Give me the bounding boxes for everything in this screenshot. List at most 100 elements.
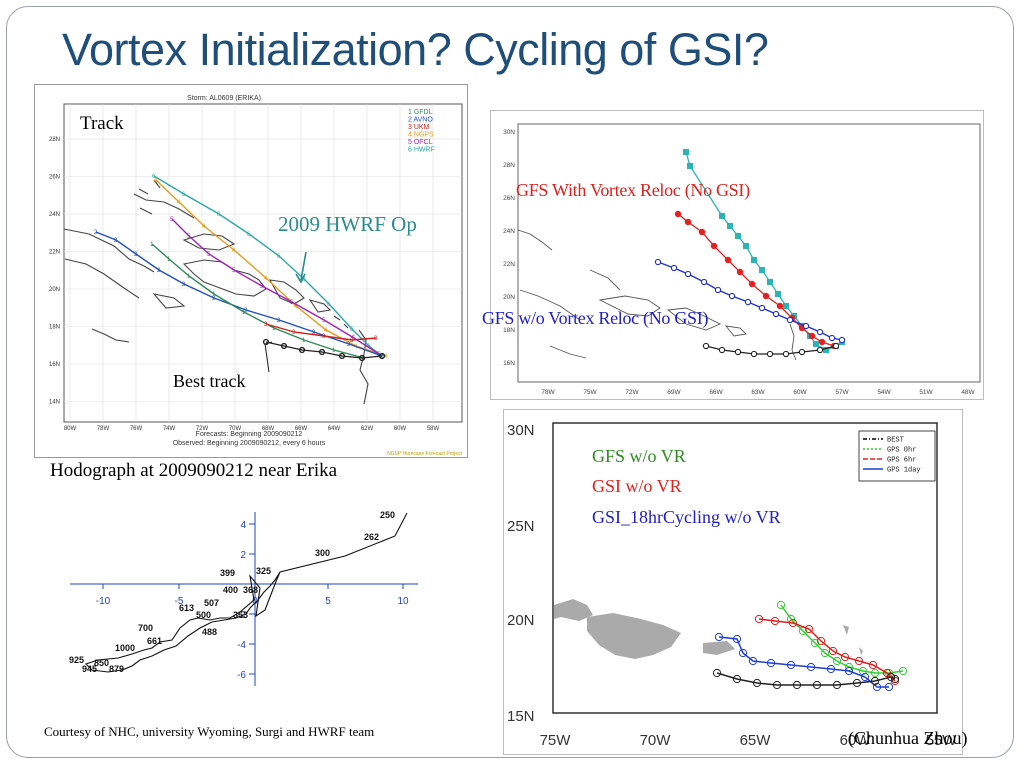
- gsi-black-track-marker: [870, 676, 880, 686]
- gfs-cyan-track-marker: [683, 149, 689, 155]
- hodo-x-tick: -10: [96, 596, 111, 607]
- track-point-marker: 1: [150, 242, 154, 248]
- hodo-pressure-label: 613: [179, 603, 194, 613]
- gfs-blue-track-marker: [802, 322, 810, 330]
- hodo-x-tick: 0: [252, 596, 258, 607]
- track-point-marker: 3: [350, 338, 354, 344]
- track-point-marker: 1: [302, 338, 306, 344]
- gfs-red-track-marker: [818, 338, 826, 346]
- gfs-cyan-track-marker: [743, 243, 749, 249]
- gfs-x-tick: 57W: [835, 389, 849, 396]
- gfs-red-track-marker: [710, 242, 718, 250]
- track-x-tick: 60W: [394, 426, 407, 432]
- gsi-green-track-line: [780, 604, 904, 674]
- gsi-green-track-marker: [858, 666, 868, 676]
- gfs-y-tick: 18N: [503, 327, 515, 334]
- gfs-x-tick: 48W: [961, 389, 975, 396]
- hodo-pressure-label: 1000: [115, 643, 135, 653]
- track-point-marker: 4: [202, 224, 206, 230]
- best-track-line: [265, 341, 383, 359]
- hodo-x-tick: -5: [175, 596, 184, 607]
- gfs-no-vortex-reloc-label: GFS w/o Vortex Reloc (No GSI): [482, 308, 709, 328]
- gfs-cyan-track-marker: [759, 267, 765, 273]
- gfs-black-track-marker: [702, 342, 710, 350]
- best-track-marker: [262, 338, 270, 346]
- hodo-pressure-label: 925: [69, 655, 84, 665]
- gsi-red-track-marker: [868, 660, 878, 670]
- track-point-marker: 5: [322, 318, 326, 324]
- gfs-blue-track-marker: [828, 334, 836, 342]
- gfs-cyan-track-marker: [823, 347, 829, 353]
- gsi-blue-track-marker: [844, 666, 854, 676]
- gsi-x-tick: 60W: [840, 732, 872, 749]
- gfs-cyan-track-marker: [767, 279, 773, 285]
- gfs-red-track-marker: [776, 302, 784, 310]
- gsi-legend-label: GPS 6hr: [887, 457, 916, 465]
- gsi-green-track-marker: [898, 666, 908, 676]
- gsi-red-track-marker: [754, 614, 764, 624]
- gfs-red-track-marker: [674, 210, 682, 218]
- hodo-pressure-label: 300: [315, 548, 330, 558]
- gsi-label-red: GSI w/o VR: [592, 476, 682, 496]
- gsi-x-tick: 55W: [926, 732, 958, 749]
- track-point-marker: 3: [264, 322, 268, 328]
- gfs-blue-track-marker: [670, 264, 678, 272]
- track-x-tick: 62W: [361, 426, 374, 432]
- gsi-black-track-marker: [712, 668, 722, 678]
- gsi-red-track-line: [758, 618, 896, 682]
- hodograph-panel: -10 -5 0 5 10 4 2 -2 -4 -6 250 262 300 325 399 400 368 5…: [60, 500, 430, 690]
- track-point-marker: 2: [312, 330, 316, 336]
- gfs-black-track-marker: [750, 350, 758, 358]
- hodo-x-tick: 10: [397, 596, 409, 607]
- best-track-marker: [298, 346, 306, 354]
- track-point-marker: 2: [157, 268, 161, 274]
- gsi-y-tick: 30N: [507, 422, 535, 439]
- gsi-legend-label: GPS 0hr: [887, 447, 916, 455]
- hodo-pressure-label: 500: [196, 610, 211, 620]
- gfs-y-tick: 24N: [503, 228, 515, 235]
- credit-text: Courtesy of NHC, university Wyoming, Sur…: [44, 724, 375, 739]
- track-point-marker: 2: [182, 282, 186, 288]
- gsi-black-track-marker: [812, 680, 822, 690]
- gsi-x-tick: 75W: [540, 732, 572, 749]
- track-point-marker: 5: [290, 300, 294, 306]
- gsi-red-track-marker: [770, 616, 780, 626]
- gfs-y-tick: 26N: [503, 195, 515, 202]
- track-point-marker: 4: [384, 354, 388, 360]
- hodo-pressure-label: 400: [223, 585, 238, 595]
- gfs-blue-track-marker: [728, 292, 736, 300]
- track-x-tick: 72W: [196, 426, 209, 432]
- gfs-y-tick: 28N: [503, 162, 515, 169]
- gsi-blue-track-marker: [826, 664, 836, 674]
- gsi-black-track-marker: [752, 678, 762, 688]
- gfs-red-track-marker: [684, 218, 692, 226]
- gsi-red-track-marker: [804, 624, 814, 634]
- gfs-y-tick: 22N: [503, 261, 515, 268]
- track-point-marker: 5: [207, 252, 211, 258]
- track-point-marker: 1: [212, 292, 216, 298]
- track-point-marker: 5: [260, 284, 264, 290]
- track-point-marker: 6: [182, 192, 186, 198]
- hodo-pressure-label: 353: [233, 610, 248, 620]
- track-point-marker: 1: [167, 257, 171, 263]
- gsi-green-track-marker: [820, 648, 830, 658]
- track-point-marker: 2: [380, 354, 384, 360]
- track-point-marker: 4: [324, 328, 328, 334]
- track-point-marker: 6: [380, 354, 384, 360]
- track-point-marker: 6: [350, 327, 354, 333]
- gsi-black-track-marker: [832, 680, 842, 690]
- gfs-y-tick: 30N: [503, 129, 515, 136]
- gsi-blue-track-marker: [732, 634, 742, 644]
- track-point-marker: 2: [347, 342, 351, 348]
- gfs-red-track-marker: [724, 256, 732, 264]
- gfs-blue-track-marker: [654, 258, 662, 266]
- track-x-tick: 76W: [130, 426, 143, 432]
- gsi-green-track-marker: [810, 638, 820, 648]
- gfs-x-tick: 78W: [541, 389, 555, 396]
- gsi-green-track-marker: [776, 600, 786, 610]
- track-point-marker: 2: [277, 318, 281, 324]
- track-point-marker: 1: [242, 310, 246, 316]
- track-y-tick: 26N: [49, 175, 60, 181]
- track-x-tick: 66W: [295, 426, 308, 432]
- track-x-tick: 58W: [427, 426, 440, 432]
